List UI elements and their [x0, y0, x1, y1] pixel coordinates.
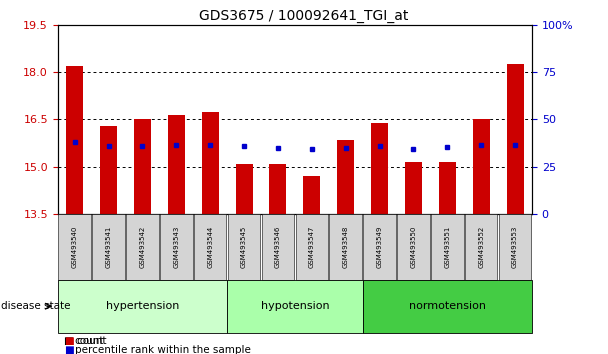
Text: GSM493540: GSM493540 — [72, 226, 78, 268]
Text: GSM493544: GSM493544 — [207, 226, 213, 268]
Bar — [472, 120, 489, 214]
Text: GDS3675 / 100092641_TGI_at: GDS3675 / 100092641_TGI_at — [199, 9, 409, 23]
Text: ■ count: ■ count — [64, 336, 106, 346]
Text: GSM493551: GSM493551 — [444, 226, 451, 268]
Bar — [269, 164, 286, 214]
Text: disease state: disease state — [1, 301, 71, 311]
Text: hypotension: hypotension — [261, 301, 329, 311]
Text: GSM493550: GSM493550 — [410, 226, 416, 268]
Bar — [235, 164, 252, 214]
Text: percentile rank within the sample: percentile rank within the sample — [75, 345, 250, 354]
Text: ■: ■ — [64, 336, 74, 346]
Bar — [134, 120, 151, 214]
Text: GSM493545: GSM493545 — [241, 226, 247, 268]
Text: GSM493543: GSM493543 — [173, 226, 179, 268]
Text: GSM493548: GSM493548 — [343, 226, 349, 268]
Bar — [66, 66, 83, 214]
Text: count: count — [75, 336, 105, 346]
Text: normotension: normotension — [409, 301, 486, 311]
Bar — [303, 176, 320, 214]
Bar — [506, 64, 523, 214]
Bar — [405, 162, 422, 214]
Bar — [168, 115, 185, 214]
Text: GSM493552: GSM493552 — [478, 226, 484, 268]
Text: GSM493547: GSM493547 — [309, 226, 315, 268]
Text: GSM493553: GSM493553 — [512, 226, 518, 268]
Text: GSM493541: GSM493541 — [106, 226, 112, 268]
Bar — [439, 162, 456, 214]
Text: GSM493549: GSM493549 — [376, 226, 382, 268]
Bar — [202, 112, 219, 214]
Text: GSM493542: GSM493542 — [139, 226, 145, 268]
Bar — [337, 140, 354, 214]
Bar — [371, 122, 388, 214]
Text: ■: ■ — [64, 345, 74, 354]
Bar — [100, 126, 117, 214]
Text: hypertension: hypertension — [106, 301, 179, 311]
Text: GSM493546: GSM493546 — [275, 226, 281, 268]
